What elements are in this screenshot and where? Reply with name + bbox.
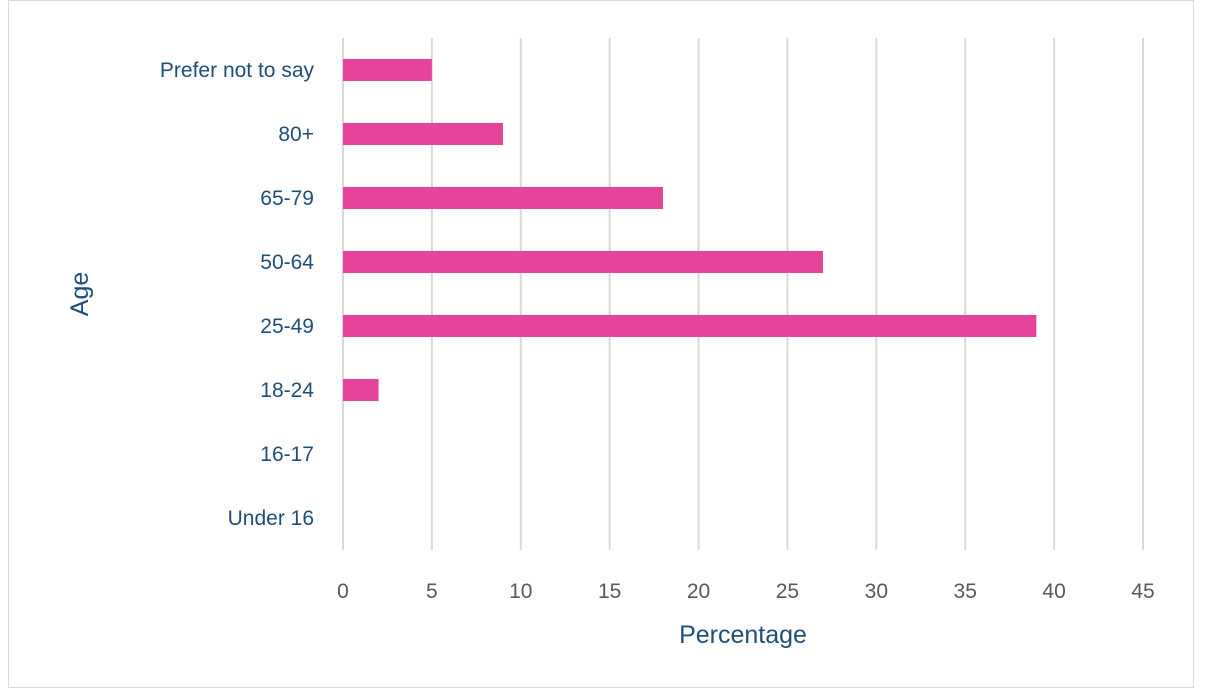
x-tick-labels: 0 5 10 15 20 25 30 35 40 45 xyxy=(337,580,1155,603)
bars xyxy=(343,59,1037,401)
category-label: 80+ xyxy=(278,123,314,146)
x-tick-label: 35 xyxy=(954,580,977,603)
x-tick-label: 25 xyxy=(776,580,799,603)
x-tick-label: 10 xyxy=(509,580,532,603)
y-axis-title: Age xyxy=(66,272,94,316)
x-tick-label: 0 xyxy=(337,580,349,603)
bar xyxy=(343,315,1037,337)
x-tick-label: 15 xyxy=(598,580,621,603)
bar xyxy=(343,123,503,145)
x-axis-title: Percentage xyxy=(679,621,807,649)
chart-frame xyxy=(8,0,1194,688)
category-label: Under 16 xyxy=(228,507,314,530)
category-label: Prefer not to say xyxy=(160,59,315,82)
bar xyxy=(343,187,663,209)
category-labels: Under 16 16-17 18-24 25-49 50-64 65-79 80+ Pref… xyxy=(160,59,315,530)
category-label: 65-79 xyxy=(260,187,314,210)
category-label: 50-64 xyxy=(260,251,314,274)
x-tick-label: 45 xyxy=(1131,580,1154,603)
bar xyxy=(343,251,823,273)
category-label: 25-49 xyxy=(260,315,314,338)
category-label: 18-24 xyxy=(260,379,314,402)
x-tick-label: 30 xyxy=(865,580,888,603)
gridlines xyxy=(342,38,1144,550)
x-tick-label: 20 xyxy=(687,580,710,603)
category-label: 16-17 xyxy=(260,443,314,466)
x-tick-label: 40 xyxy=(1042,580,1065,603)
x-tick-label: 5 xyxy=(426,580,438,603)
bar xyxy=(343,379,379,401)
bar xyxy=(343,59,432,81)
